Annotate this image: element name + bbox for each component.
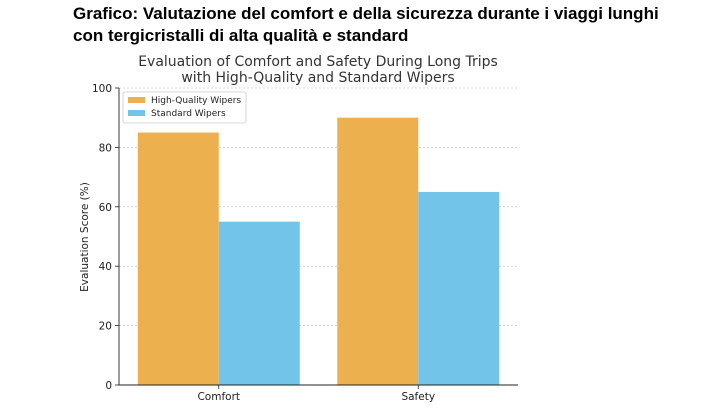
x-tick-label: Comfort	[197, 391, 240, 403]
chart-title-line-2: with High-Quality and Standard Wipers	[181, 70, 454, 86]
legend-label: Standard Wipers	[151, 109, 226, 119]
slide-heading-line-2: con tergicristalli di alta qualità e sta…	[73, 26, 409, 45]
y-tick-label: 40	[99, 261, 112, 273]
x-tick-label: Safety	[401, 391, 435, 403]
bar-safety-standard	[418, 191, 500, 385]
bar-safety-high-quality	[337, 117, 419, 385]
legend-box	[122, 91, 247, 124]
bar-comfort-standard	[218, 221, 300, 385]
slide-heading-line-1: Grafico: Valutazione del comfort e della…	[73, 4, 659, 23]
y-axis-label: Evaluation Score (%)	[79, 182, 91, 292]
chart-title-line-1: Evaluation of Comfort and Safety During …	[138, 54, 498, 70]
slide-heading: Grafico: Valutazione del comfort e della…	[73, 3, 703, 47]
y-tick-label: 80	[99, 142, 112, 154]
y-tick-label: 0	[105, 380, 112, 392]
legend-swatch	[128, 110, 145, 116]
bar-comfort-high-quality	[137, 132, 219, 385]
legend-label: High-Quality Wipers	[151, 96, 241, 106]
legend-swatch	[128, 97, 145, 103]
y-tick-label: 100	[92, 83, 112, 95]
y-tick-label: 60	[99, 202, 112, 214]
y-tick-label: 20	[99, 321, 112, 333]
bars	[137, 117, 500, 385]
legend: High-Quality Wipers Standard Wipers	[122, 91, 247, 124]
axes: 0 20 40 60 80 100 Comfort Safety	[92, 83, 518, 403]
